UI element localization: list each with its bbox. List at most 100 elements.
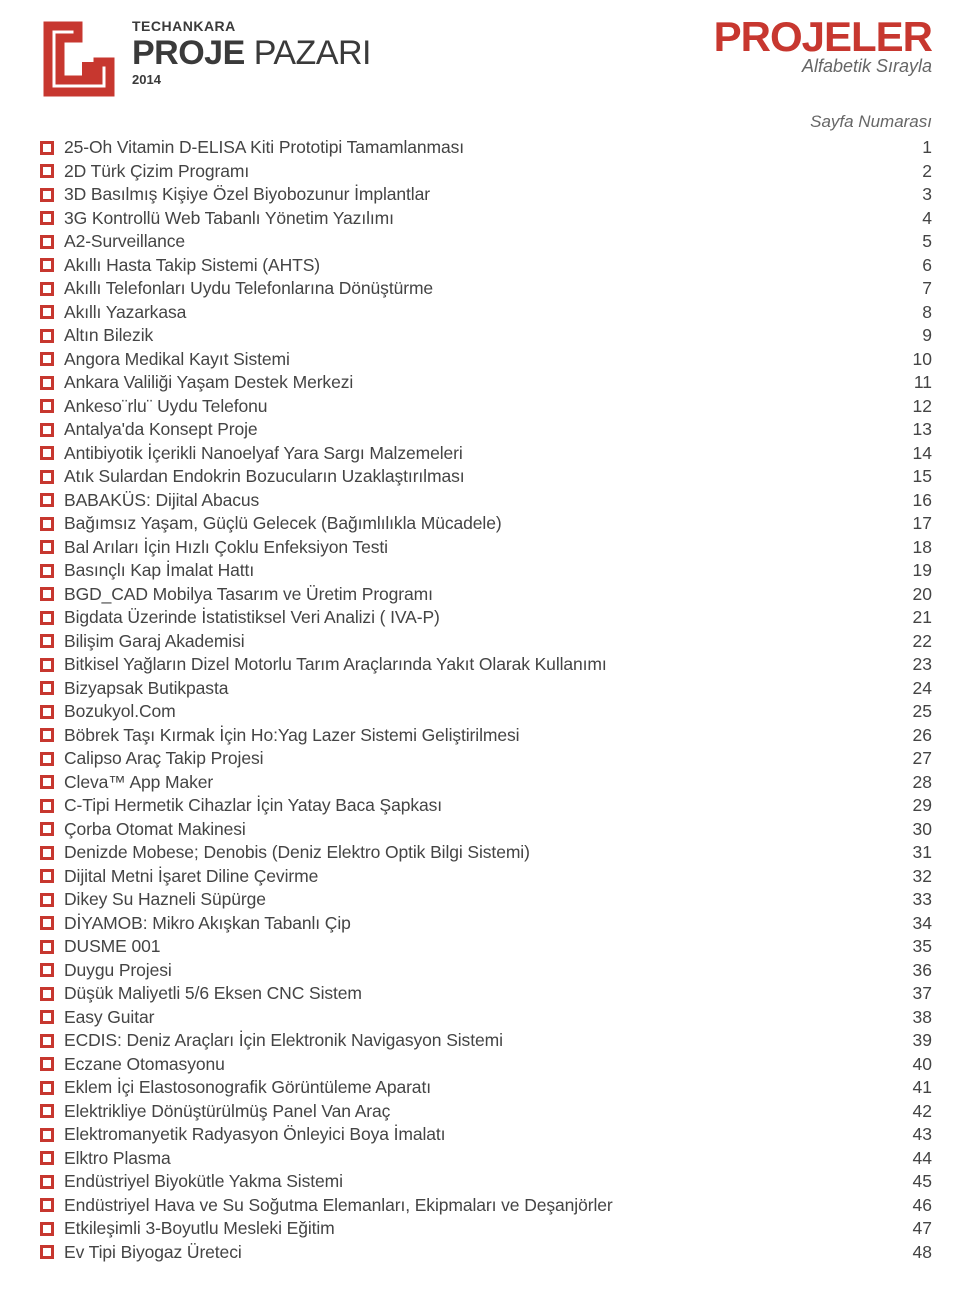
toc-item-title: Endüstriyel Hava ve Su Soğutma Elemanlar…: [64, 1195, 892, 1216]
toc-row: Endüstriyel Biyokütle Yakma Sistemi45: [40, 1170, 932, 1194]
toc-item-page: 37: [892, 983, 932, 1004]
square-bullet-icon: [40, 564, 54, 578]
toc-row: BABAKÜS: Dijital Abacus16: [40, 489, 932, 513]
toc-item-title: DİYAMOB: Mikro Akışkan Tabanlı Çip: [64, 913, 892, 934]
toc-item-title: Bitkisel Yağların Dizel Motorlu Tarım Ar…: [64, 654, 892, 675]
square-bullet-icon: [40, 1057, 54, 1071]
toc-item-title: Angora Medikal Kayıt Sistemi: [64, 349, 892, 370]
toc-row: Bizyapsak Butikpasta24: [40, 677, 932, 701]
toc-row: DUSME 00135: [40, 935, 932, 959]
toc-item-page: 22: [892, 631, 932, 652]
toc-item-title: Bağımsız Yaşam, Güçlü Gelecek (Bağımlılı…: [64, 513, 892, 534]
toc-row: Ankeso¨rlu¨ Uydu Telefonu12: [40, 395, 932, 419]
toc-item-page: 3: [892, 184, 932, 205]
toc-item-title: 3G Kontrollü Web Tabanlı Yönetim Yazılım…: [64, 208, 892, 229]
logo-title: PROJE PAZARI: [132, 36, 371, 70]
toc-item-title: DUSME 001: [64, 936, 892, 957]
toc-item-page: 47: [892, 1218, 932, 1239]
square-bullet-icon: [40, 423, 54, 437]
toc-item-page: 42: [892, 1101, 932, 1122]
toc-item-title: Antalya'da Konsept Proje: [64, 419, 892, 440]
toc-item-title: Akıllı Telefonları Uydu Telefonlarına Dö…: [64, 278, 892, 299]
toc-row: Elektromanyetik Radyasyon Önleyici Boya …: [40, 1123, 932, 1147]
toc-row: Akıllı Hasta Takip Sistemi (AHTS)6: [40, 254, 932, 278]
square-bullet-icon: [40, 376, 54, 390]
toc-row: 3D Basılmış Kişiye Özel Biyobozunur İmpl…: [40, 183, 932, 207]
toc-item-page: 27: [892, 748, 932, 769]
page-number-label: Sayfa Numarası: [40, 112, 932, 132]
toc-item-title: Böbrek Taşı Kırmak İçin Ho:Yag Lazer Sis…: [64, 725, 892, 746]
toc-item-page: 15: [892, 466, 932, 487]
toc-row: Bozukyol.Com25: [40, 700, 932, 724]
toc-row: Basınçlı Kap İmalat Hattı19: [40, 559, 932, 583]
square-bullet-icon: [40, 1104, 54, 1118]
toc-item-title: 2D Türk Çizim Programı: [64, 161, 892, 182]
toc-item-title: Ankeso¨rlu¨ Uydu Telefonu: [64, 396, 892, 417]
toc-item-page: 48: [892, 1242, 932, 1263]
square-bullet-icon: [40, 775, 54, 789]
square-bullet-icon: [40, 164, 54, 178]
right-header: PROJELER Alfabetik Sırayla: [714, 18, 932, 77]
square-bullet-icon: [40, 893, 54, 907]
toc-row: Dikey Su Hazneli Süpürge33: [40, 888, 932, 912]
toc-row: Calipso Araç Takip Projesi27: [40, 747, 932, 771]
toc-item-page: 8: [892, 302, 932, 323]
square-bullet-icon: [40, 916, 54, 930]
square-bullet-icon: [40, 1175, 54, 1189]
toc-item-page: 23: [892, 654, 932, 675]
toc-row: Antalya'da Konsept Proje13: [40, 418, 932, 442]
toc-item-title: Easy Guitar: [64, 1007, 892, 1028]
toc-item-page: 35: [892, 936, 932, 957]
right-title: PROJELER: [714, 18, 932, 56]
square-bullet-icon: [40, 1081, 54, 1095]
toc-item-title: Bozukyol.Com: [64, 701, 892, 722]
square-bullet-icon: [40, 1198, 54, 1212]
toc-row: BGD_CAD Mobilya Tasarım ve Üretim Progra…: [40, 583, 932, 607]
logo-icon: [40, 18, 118, 100]
toc-row: Bigdata Üzerinde İstatistiksel Veri Anal…: [40, 606, 932, 630]
logo-title-light: PAZARI: [254, 34, 371, 72]
toc-row: Ankara Valiliği Yaşam Destek Merkezi11: [40, 371, 932, 395]
toc-row: Duygu Projesi36: [40, 959, 932, 983]
square-bullet-icon: [40, 305, 54, 319]
square-bullet-icon: [40, 517, 54, 531]
toc-item-page: 11: [892, 372, 932, 393]
toc-row: Eklem İçi Elastosonografik Görüntüleme A…: [40, 1076, 932, 1100]
square-bullet-icon: [40, 822, 54, 836]
square-bullet-icon: [40, 728, 54, 742]
toc-item-title: BGD_CAD Mobilya Tasarım ve Üretim Progra…: [64, 584, 892, 605]
toc-row: Bilişim Garaj Akademisi22: [40, 630, 932, 654]
toc-item-page: 36: [892, 960, 932, 981]
square-bullet-icon: [40, 282, 54, 296]
toc-item-page: 9: [892, 325, 932, 346]
square-bullet-icon: [40, 681, 54, 695]
toc-item-page: 32: [892, 866, 932, 887]
square-bullet-icon: [40, 940, 54, 954]
toc-row: Akıllı Yazarkasa8: [40, 301, 932, 325]
toc-row: Ev Tipi Biyogaz Üreteci48: [40, 1241, 932, 1265]
square-bullet-icon: [40, 399, 54, 413]
square-bullet-icon: [40, 658, 54, 672]
toc-item-page: 46: [892, 1195, 932, 1216]
toc-item-page: 4: [892, 208, 932, 229]
toc-row: Dijital Metni İşaret Diline Çevirme32: [40, 865, 932, 889]
page-header: TECHANKARA PROJE PAZARI 2014 PROJELER Al…: [40, 18, 932, 100]
toc-row: 3G Kontrollü Web Tabanlı Yönetim Yazılım…: [40, 207, 932, 231]
toc-item-title: Dijital Metni İşaret Diline Çevirme: [64, 866, 892, 887]
toc-item-page: 18: [892, 537, 932, 558]
toc-item-title: 3D Basılmış Kişiye Özel Biyobozunur İmpl…: [64, 184, 892, 205]
square-bullet-icon: [40, 799, 54, 813]
square-bullet-icon: [40, 587, 54, 601]
toc-row: C-Tipi Hermetik Cihazlar İçin Yatay Baca…: [40, 794, 932, 818]
toc-item-title: Ankara Valiliği Yaşam Destek Merkezi: [64, 372, 892, 393]
square-bullet-icon: [40, 846, 54, 860]
square-bullet-icon: [40, 1010, 54, 1024]
square-bullet-icon: [40, 540, 54, 554]
toc-row: Etkileşimli 3-Boyutlu Mesleki Eğitim47: [40, 1217, 932, 1241]
square-bullet-icon: [40, 1034, 54, 1048]
toc-row: Eczane Otomasyonu40: [40, 1053, 932, 1077]
square-bullet-icon: [40, 611, 54, 625]
toc-item-page: 17: [892, 513, 932, 534]
toc-item-page: 41: [892, 1077, 932, 1098]
square-bullet-icon: [40, 188, 54, 202]
